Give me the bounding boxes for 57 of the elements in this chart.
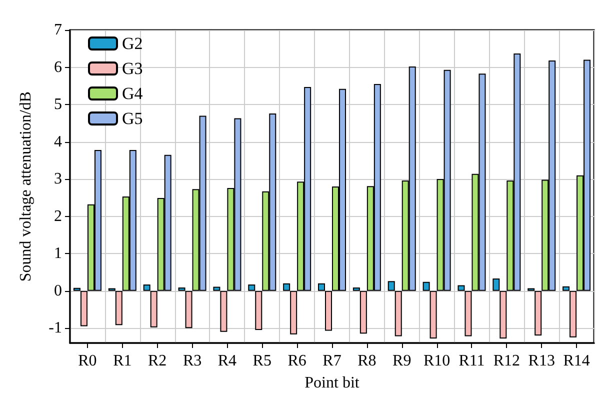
x-axis-title: Point bit (304, 374, 360, 392)
bar (255, 290, 262, 330)
bar (283, 283, 290, 291)
x-tick-label: R10 (423, 352, 450, 370)
bar (115, 290, 122, 326)
y-tick-label: 7 (54, 22, 62, 38)
x-tick-label: R2 (148, 352, 167, 370)
x-tick-label: R13 (528, 352, 555, 370)
bar (570, 290, 577, 338)
bar (464, 290, 472, 336)
x-tick-label: R14 (563, 352, 590, 370)
bar (80, 290, 88, 326)
legend-label: G5 (122, 109, 143, 128)
bar (534, 290, 542, 336)
x-tick-label: R11 (458, 352, 485, 370)
y-tick-label: -1 (48, 320, 62, 337)
y-tick-label: 0 (54, 282, 62, 300)
y-tick-label: 6 (54, 58, 62, 76)
bar (360, 290, 367, 334)
bar (290, 290, 298, 334)
x-tick-label: R4 (218, 352, 237, 370)
y-axis-title: Sound voltage attenuation/dB (18, 91, 34, 282)
legend-label: G4 (122, 84, 144, 103)
y-tick-label: 2 (54, 208, 62, 225)
x-tick-label: R8 (358, 352, 376, 370)
x-tick-label: R5 (252, 352, 272, 370)
bar (143, 284, 150, 291)
bar (352, 287, 360, 291)
bar (185, 290, 192, 328)
bar (178, 287, 186, 291)
bar (492, 278, 500, 291)
x-tick-label: R7 (322, 352, 342, 370)
bar (422, 282, 430, 291)
y-tick-label: 5 (54, 96, 62, 114)
bar (430, 290, 437, 339)
bar (318, 283, 325, 291)
bar (500, 290, 507, 339)
x-tick-label: R0 (78, 352, 97, 370)
x-tick-label: R9 (392, 352, 412, 370)
bar (248, 284, 256, 291)
x-tick-label: R3 (182, 352, 202, 370)
x-tick-label: R1 (113, 352, 132, 370)
bar (150, 290, 158, 328)
bar (325, 290, 332, 331)
y-tick-label: 3 (54, 170, 62, 188)
y-tick-label: 1 (54, 245, 62, 262)
y-tick-label: 4 (54, 133, 62, 150)
bar (388, 281, 395, 291)
bar (220, 290, 228, 332)
bar (458, 285, 465, 291)
x-tick-label: R12 (493, 352, 520, 370)
legend-label: G2 (122, 34, 143, 53)
bar (562, 286, 570, 291)
x-tick-label: R6 (288, 352, 306, 370)
bar (394, 290, 402, 336)
legend-label: G3 (122, 59, 143, 78)
bar (213, 286, 220, 291)
